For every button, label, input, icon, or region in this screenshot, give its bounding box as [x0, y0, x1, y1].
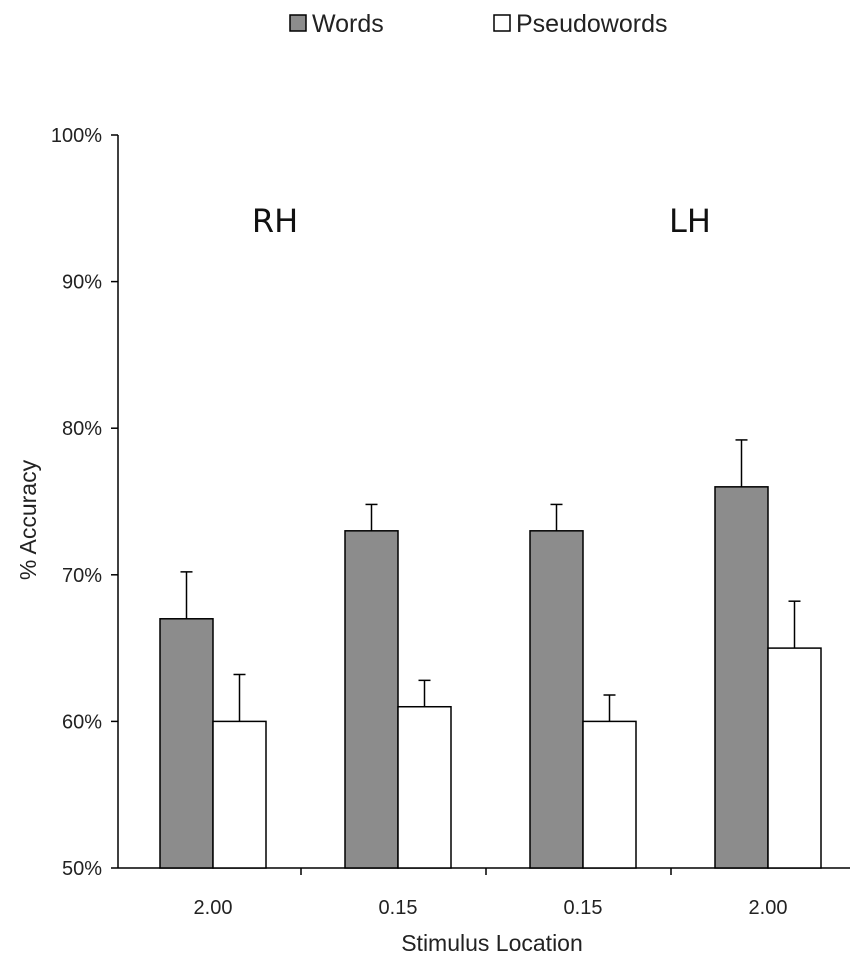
plot-area — [160, 440, 821, 868]
bar-words — [530, 531, 583, 868]
legend-label-words: Words — [312, 10, 384, 38]
x-tick-label: 2.00 — [194, 897, 233, 919]
y-axis: 50% 60% 70% 80% 90% 100% — [51, 125, 118, 880]
legend: Words Pseudowords — [290, 10, 667, 38]
legend-swatch-words — [290, 15, 306, 31]
y-tick-label: 90% — [62, 272, 102, 294]
y-tick-label: 60% — [62, 711, 102, 733]
annotation-lh: LH — [669, 202, 711, 240]
y-axis-title: % Accuracy — [15, 459, 41, 580]
bar-pseudowords — [768, 648, 821, 868]
annotation-rh: RH — [252, 202, 298, 240]
bar-words — [345, 531, 398, 868]
y-tick-label: 100% — [51, 125, 102, 147]
bar-pseudowords — [213, 721, 266, 868]
bar-pseudowords — [583, 721, 636, 868]
x-axis: 2.00 0.15 0.15 2.00 — [118, 868, 850, 919]
legend-swatch-pseudowords — [494, 15, 510, 31]
bar-pseudowords — [398, 707, 451, 868]
y-tick-label: 80% — [62, 418, 102, 440]
y-tick-label: 70% — [62, 565, 102, 587]
y-tick-label: 50% — [62, 858, 102, 880]
x-tick-label: 0.15 — [379, 897, 418, 919]
x-tick-label: 2.00 — [749, 897, 788, 919]
bar-words — [715, 487, 768, 868]
legend-label-pseudowords: Pseudowords — [516, 10, 667, 38]
x-tick-label: 0.15 — [564, 897, 603, 919]
bar-words — [160, 619, 213, 868]
x-axis-title: Stimulus Location — [401, 930, 583, 956]
